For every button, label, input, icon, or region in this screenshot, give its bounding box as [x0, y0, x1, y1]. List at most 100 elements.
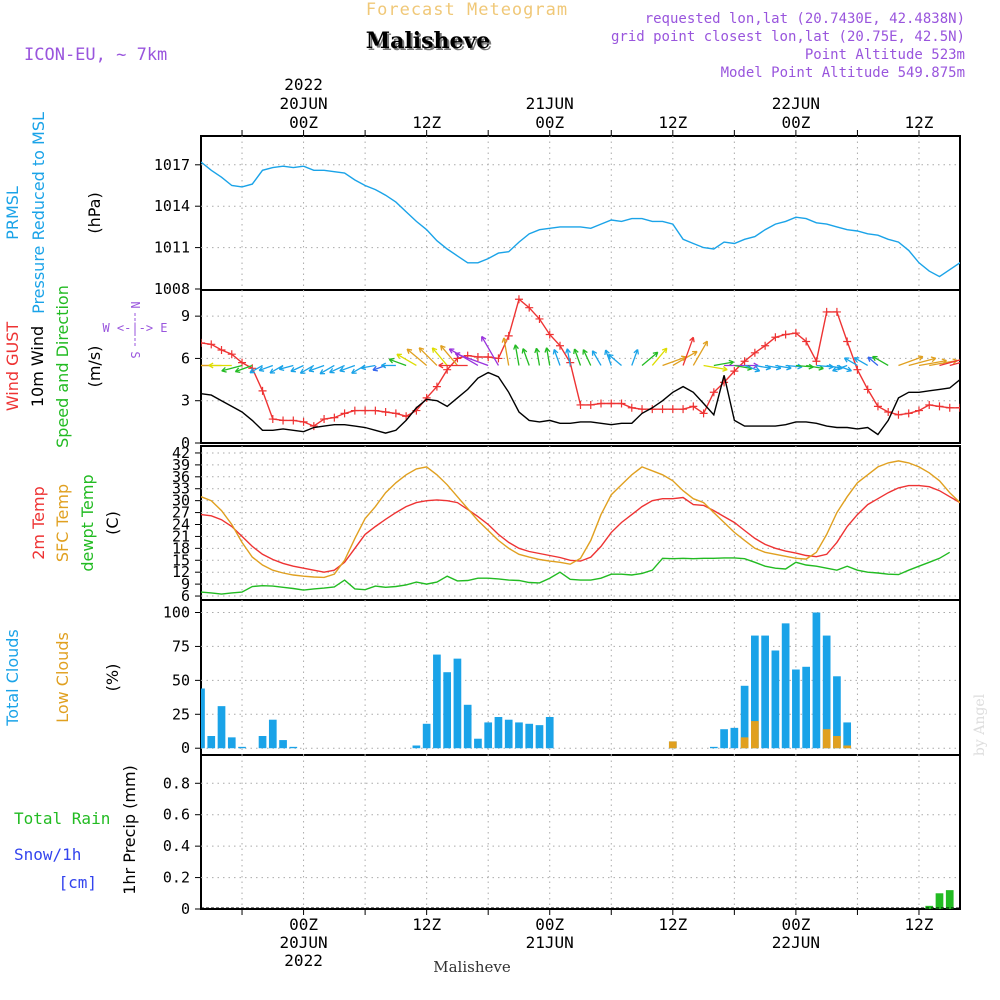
bar-total-clouds — [258, 736, 267, 749]
panel-frame-wind — [200, 289, 961, 444]
bar-total-clouds — [289, 746, 298, 749]
gust-marker — [309, 422, 318, 431]
ytick-label-temperature: 33 — [172, 480, 190, 498]
wind-arrow — [279, 364, 294, 370]
wind-arrow — [290, 364, 304, 372]
bar-total-clouds — [802, 666, 810, 749]
forecast-title: Forecast Meteogram — [366, 0, 568, 20]
axis-label-temperature: 2m Temp — [29, 486, 48, 560]
series-line-10m-wind — [201, 371, 960, 436]
wind-arrow-head — [591, 350, 598, 356]
wind-arrow — [360, 364, 376, 369]
wind-arrow-head — [278, 365, 285, 372]
bar-total-clouds — [463, 704, 472, 749]
bar-total-clouds — [792, 669, 800, 749]
gust-marker — [279, 416, 288, 425]
wind-arrow — [514, 344, 520, 366]
wind-arrow-head — [917, 355, 924, 361]
wind-arrow-head — [329, 368, 335, 374]
bar-total-clouds — [525, 723, 534, 749]
ytick-label-temperature: 12 — [172, 563, 190, 581]
bar-total-rain — [935, 893, 944, 909]
wind-arrow — [765, 364, 781, 369]
wind-arrow — [662, 356, 687, 367]
ytick-label-wind: 3 — [181, 392, 190, 410]
gust-marker — [207, 340, 216, 349]
wind-arrow-head — [661, 347, 668, 354]
gust-marker — [504, 331, 513, 340]
wind-arrow — [545, 347, 551, 366]
wind-arrow — [481, 336, 500, 366]
ytick-label-pressure: 1008 — [154, 280, 190, 298]
gust-marker — [761, 341, 770, 350]
wind-arrow — [754, 364, 771, 369]
time-label-bottom: 20JUN — [279, 933, 327, 952]
bar-total-clouds — [443, 672, 452, 749]
ytick-label-clouds: 100 — [163, 604, 190, 622]
wind-arrow — [406, 348, 428, 366]
ytick-label-precip: 0.6 — [163, 806, 190, 824]
wind-arrow-head — [565, 348, 571, 354]
wind-arrow — [908, 357, 936, 367]
gust-marker — [802, 337, 811, 346]
bar-total-rain — [945, 890, 954, 909]
wind-arrow — [503, 337, 510, 366]
data-marks — [201, 161, 960, 909]
wind-arrow-head — [728, 359, 734, 366]
location-title: Malisheve — [366, 28, 490, 54]
model-point-altitude: Model Point Altitude 549.875m — [721, 65, 965, 81]
gust-marker — [627, 403, 636, 412]
wind-arrow — [418, 347, 438, 366]
axis-label-clouds: Low Clouds — [53, 632, 72, 723]
bar-total-clouds — [545, 717, 554, 749]
wind-arrow — [300, 364, 315, 374]
bar-total-clouds — [433, 654, 441, 749]
wind-arrow — [949, 362, 960, 367]
gust-marker — [822, 307, 831, 316]
gust-marker — [350, 406, 359, 415]
gust-marker — [268, 415, 277, 424]
wind-arrow — [329, 364, 345, 374]
gust-marker — [494, 354, 503, 363]
wind-arrow-head — [431, 347, 438, 353]
wind-arrow-head — [832, 366, 838, 373]
gust-marker — [884, 407, 893, 416]
time-label-bottom: 12Z — [412, 915, 441, 934]
wind-arrow-head — [249, 368, 255, 374]
bar-total-clouds — [268, 719, 277, 749]
wind-arrow-head — [372, 365, 378, 372]
axis-label-precip: 1hr Precip (mm) — [120, 765, 139, 895]
wind-arrow — [339, 364, 356, 372]
plot-pressure — [201, 161, 960, 278]
wind-arrow — [249, 364, 263, 374]
ytick-label-temperature: 9 — [181, 575, 190, 593]
bar-total-clouds — [812, 612, 821, 749]
time-label-bottom: 2022 — [284, 951, 323, 970]
gust-marker — [597, 399, 606, 408]
gust-marker — [299, 417, 308, 426]
ytick-label-clouds: 25 — [172, 705, 190, 723]
axis-label-pressure: (hPa) — [85, 192, 104, 233]
gust-marker — [201, 338, 205, 347]
axis-label-wind: Speed and Direction — [53, 285, 72, 448]
ytick-label-temperature: 36 — [172, 468, 190, 486]
bar-total-clouds — [494, 717, 503, 749]
plot-temperature — [201, 460, 960, 595]
ytick-label-clouds: 75 — [172, 637, 190, 655]
wind-arrow-head — [607, 353, 614, 360]
ytick-label-temperature: 18 — [172, 539, 190, 557]
wind-arrow-head — [702, 340, 708, 347]
gust-marker — [525, 303, 534, 312]
bar-low-clouds — [833, 736, 841, 749]
gust-marker — [258, 386, 267, 395]
axis-label-pressure: PRMSL — [3, 186, 22, 240]
wind-arrow-head — [481, 335, 487, 342]
wind-arrow-head — [521, 348, 528, 354]
bar-low-clouds — [740, 737, 749, 749]
location-title-shadow: Malisheve — [368, 30, 492, 56]
bar-total-clouds — [504, 719, 513, 749]
ytick-label-temperature: 21 — [172, 527, 190, 545]
ytick-label-clouds: 50 — [172, 671, 190, 689]
wind-arrow-head — [754, 366, 761, 373]
